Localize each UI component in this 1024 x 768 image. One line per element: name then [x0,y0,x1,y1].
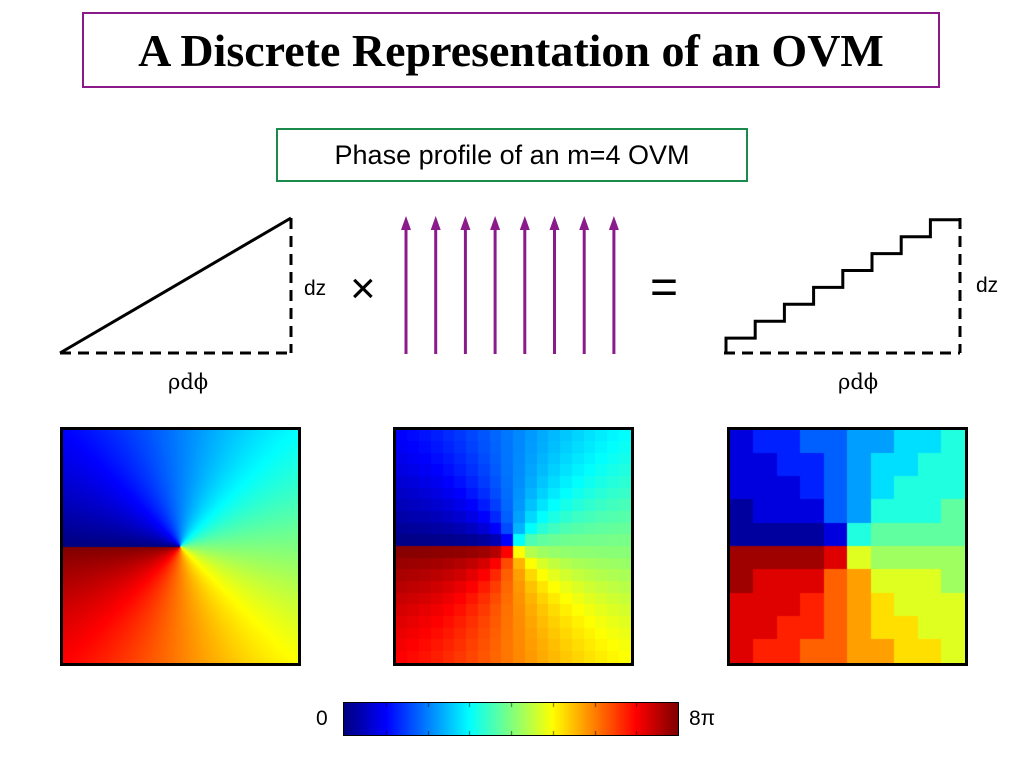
arrow-head [608,216,619,230]
staircase-steps [724,218,960,353]
continuous-phase-map [60,427,301,666]
colorbar-min-label: 0 [316,707,328,730]
subtitle: Phase profile of an m=4 OVM [334,139,690,170]
arrow-head [490,216,501,230]
rho-dphi-label-right: ρdϕ [838,370,879,394]
page-title: A Discrete Representation of an OVM [138,24,884,76]
quantized-phase-map [727,427,968,666]
arrow-head [401,216,411,230]
arrow-head [519,216,530,230]
subtitle-box: Phase profile of an m=4 OVM [276,128,748,182]
gridded-phase-map [393,427,634,666]
times-symbol: × [350,264,376,313]
arrow-head [460,216,471,230]
staircase-ramp [724,218,962,355]
rho-dphi-label-left: ρdϕ [168,370,209,394]
arrow-head [579,216,590,230]
dz-label-left: dz [304,277,327,300]
colorbar [343,702,679,736]
arrow-head [549,216,560,230]
equals-symbol: = [650,261,679,314]
arrow-array [401,216,619,354]
arrow-head [430,216,441,230]
continuous-ramp [59,216,293,355]
colorbar-max-label: 8π [689,707,716,730]
dz-label-right: dz [976,274,999,297]
ramp-slope [59,216,292,355]
title-box: A Discrete Representation of an OVM [82,12,940,88]
